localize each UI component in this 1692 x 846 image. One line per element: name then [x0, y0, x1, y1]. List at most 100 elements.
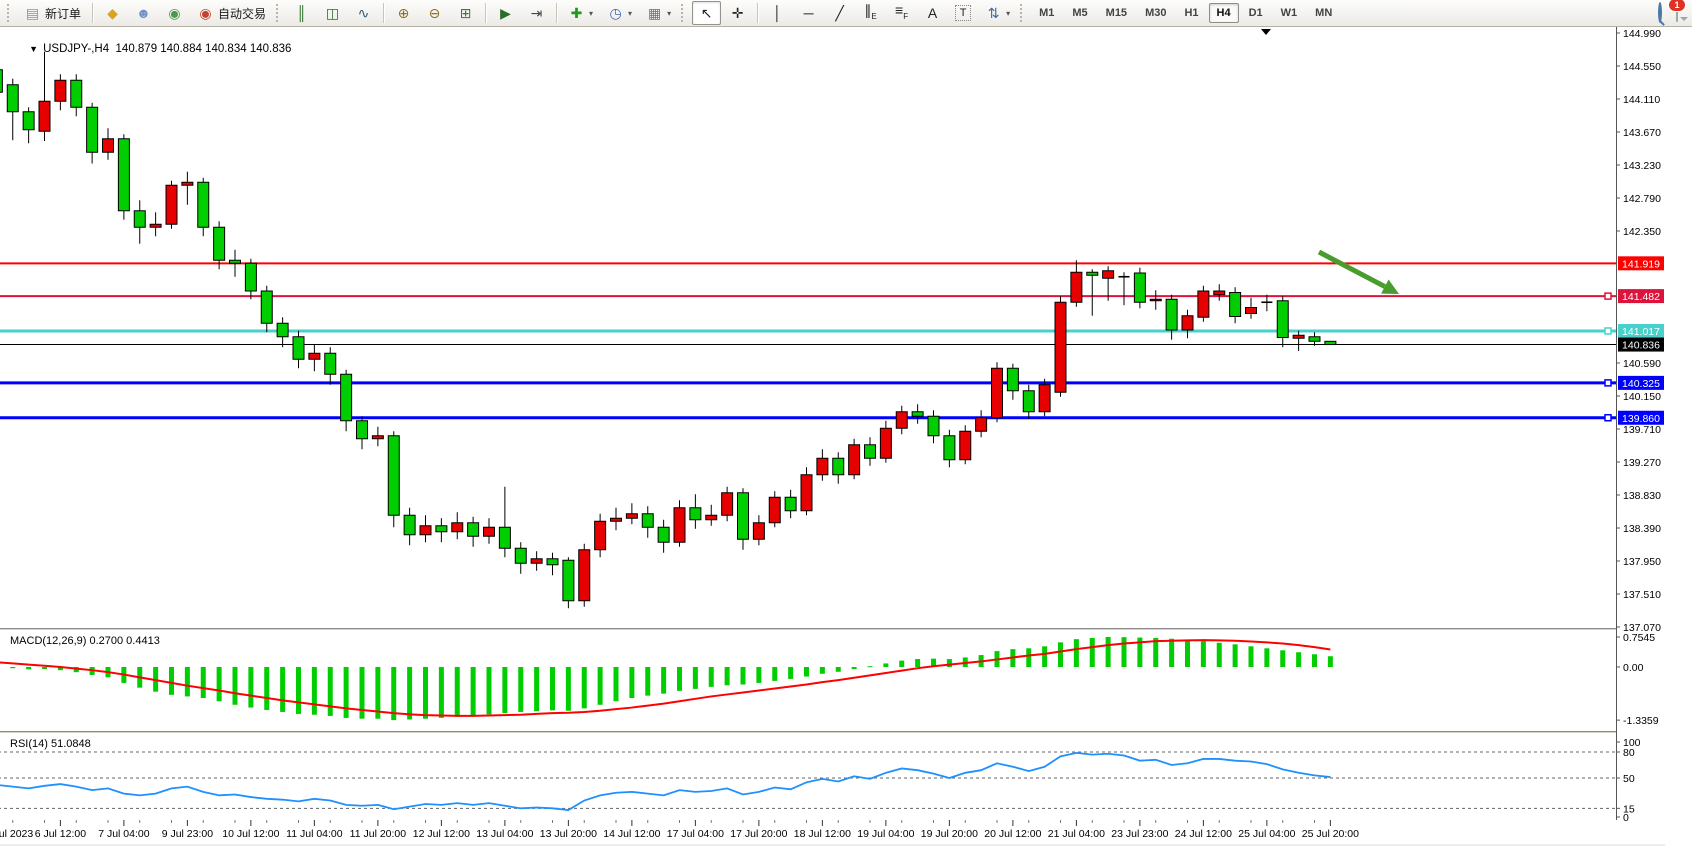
candlestick — [276, 322, 289, 338]
arrows-button[interactable]: ⇅ ▾ — [979, 1, 1016, 25]
crosshair-button[interactable]: ✛ — [723, 1, 752, 25]
candlestick — [1102, 270, 1115, 279]
text-label-button[interactable]: T — [949, 1, 977, 25]
trendline-button[interactable]: ╱ — [825, 1, 854, 25]
macd-bar — [423, 667, 428, 719]
macd-bar — [1232, 644, 1238, 667]
hline-handle[interactable] — [1604, 327, 1612, 335]
timeframe-m30[interactable]: M30 — [1145, 7, 1167, 19]
macd-bar — [311, 667, 317, 715]
macd-bar — [264, 667, 270, 710]
chart-shift-marker[interactable] — [1261, 29, 1271, 35]
chart-collapse-icon[interactable]: ▼ — [29, 44, 39, 54]
horizontal-line-icon: ─ — [803, 5, 814, 21]
vertical-line-button[interactable]: │ — [763, 1, 792, 25]
candlestick — [371, 435, 384, 440]
candlestick — [1054, 301, 1067, 393]
new-order-button[interactable]: ▤ 新订单 — [18, 1, 87, 25]
community-button[interactable]: ☻ — [129, 1, 158, 25]
macd-bar — [772, 667, 778, 681]
toolbar-separator — [757, 3, 759, 23]
templates-button[interactable]: ▦ ▾ — [640, 1, 677, 25]
macd-bar — [343, 667, 349, 718]
timeframe-h4[interactable]: H4 — [1208, 3, 1239, 23]
chevron-down-icon[interactable]: ▾ — [667, 8, 672, 18]
fibonacci-icon: ≡F — [895, 1, 909, 21]
auto-scroll-button[interactable]: ▶ — [491, 1, 520, 25]
arrow-annotation-head[interactable] — [1381, 279, 1399, 294]
periods-button[interactable]: ◷ ▾ — [601, 1, 638, 25]
macd-bar — [899, 660, 905, 667]
tile-windows-icon: ⊞ — [459, 5, 472, 21]
tile-windows-button[interactable]: ⊞ — [451, 1, 480, 25]
search-icon[interactable] — [1658, 2, 1662, 23]
styler-icon: ◆ — [107, 5, 118, 21]
notifications-button[interactable]: 1 — [1668, 0, 1686, 22]
time-label: 19 Jul 04:00 — [857, 828, 914, 840]
autotrading-button[interactable]: ◉ 自动交易 — [191, 1, 272, 25]
chevron-down-icon[interactable]: ▾ — [589, 8, 594, 18]
price-tick-label: 142.790 — [1623, 193, 1661, 205]
text-icon: A — [927, 5, 938, 21]
arrow-annotation-line[interactable] — [1317, 249, 1386, 289]
macd-bar — [407, 667, 413, 720]
chevron-down-icon[interactable]: ▾ — [1006, 8, 1011, 18]
hline-handle[interactable] — [1604, 414, 1612, 422]
candlestick — [403, 514, 416, 536]
zoom-out-button[interactable]: ⊖ — [420, 1, 449, 25]
macd-bar — [1312, 654, 1317, 667]
zoom-in-button[interactable]: ⊕ — [389, 1, 418, 25]
chart-area: 144.990 144.550 144.110 143.670 143.230 142.7… — [0, 27, 1692, 846]
macd-bar — [1200, 641, 1206, 667]
timeframe-m15[interactable]: M15 — [1105, 7, 1128, 19]
candlestick — [1133, 272, 1146, 303]
macd-bar — [1327, 656, 1333, 667]
macd-bar — [1248, 646, 1254, 667]
news-button[interactable]: ◉ — [160, 1, 189, 25]
styler-button[interactable]: ◆ — [98, 1, 127, 25]
candlestick — [848, 444, 861, 476]
candlestick — [213, 226, 226, 261]
cursor-button[interactable]: ↖ — [692, 1, 722, 25]
macd-bar — [1264, 648, 1270, 667]
macd-bar — [677, 667, 682, 691]
time-label: 7 Jul 04:00 — [98, 828, 150, 840]
toolbar-separator — [383, 3, 385, 23]
hline-handle[interactable] — [1604, 292, 1612, 300]
timeframe-m5[interactable]: M5 — [1072, 7, 1088, 19]
fibonacci-button[interactable]: ≡F — [887, 1, 916, 25]
candlestick-chart-button[interactable]: ◫ — [318, 1, 347, 25]
text-button[interactable]: A — [918, 1, 947, 25]
candlestick — [864, 444, 876, 459]
chevron-down-icon[interactable]: ▾ — [628, 8, 633, 18]
line-chart-button[interactable]: ∿ — [349, 1, 378, 25]
toolbar-separator — [92, 3, 94, 23]
candlestick — [356, 420, 368, 440]
time-label: 6 Jul 12:00 — [35, 828, 87, 840]
chart-shift-button[interactable]: ⇥ — [522, 1, 551, 25]
timeframe-m1[interactable]: M1 — [1039, 7, 1055, 19]
equidistant-channel-button[interactable]: ∥E — [856, 1, 885, 25]
price-line-label: 139.860 — [1622, 413, 1660, 425]
templates-icon: ▦ — [647, 5, 662, 21]
candlestick — [1308, 336, 1321, 342]
pane-separator[interactable] — [0, 628, 1665, 631]
bar-chart-button[interactable]: ║ — [287, 1, 316, 25]
macd-bar — [756, 667, 762, 683]
timeframe-w1[interactable]: W1 — [1280, 7, 1298, 19]
horizontal-line-button[interactable]: ─ — [794, 1, 823, 25]
macd-bar — [819, 667, 825, 674]
macd-tick-label: -1.3359 — [1623, 715, 1659, 727]
hline-handle[interactable] — [1604, 379, 1612, 387]
timeframe-d1[interactable]: D1 — [1248, 7, 1263, 19]
timeframe-mn[interactable]: MN — [1315, 7, 1333, 19]
toolbar-group: ⊕ ⊖ ⊞ — [379, 0, 481, 27]
pane-separator[interactable] — [0, 731, 1665, 734]
candlestick — [562, 559, 575, 602]
timeframe-h1[interactable]: H1 — [1184, 7, 1199, 19]
community-icon: ☻ — [136, 5, 151, 21]
time-scale[interactable] — [0, 820, 1665, 844]
candlestick — [70, 79, 83, 108]
indicators-button[interactable]: ✚ ▾ — [562, 1, 599, 25]
candlestick — [1324, 340, 1337, 346]
